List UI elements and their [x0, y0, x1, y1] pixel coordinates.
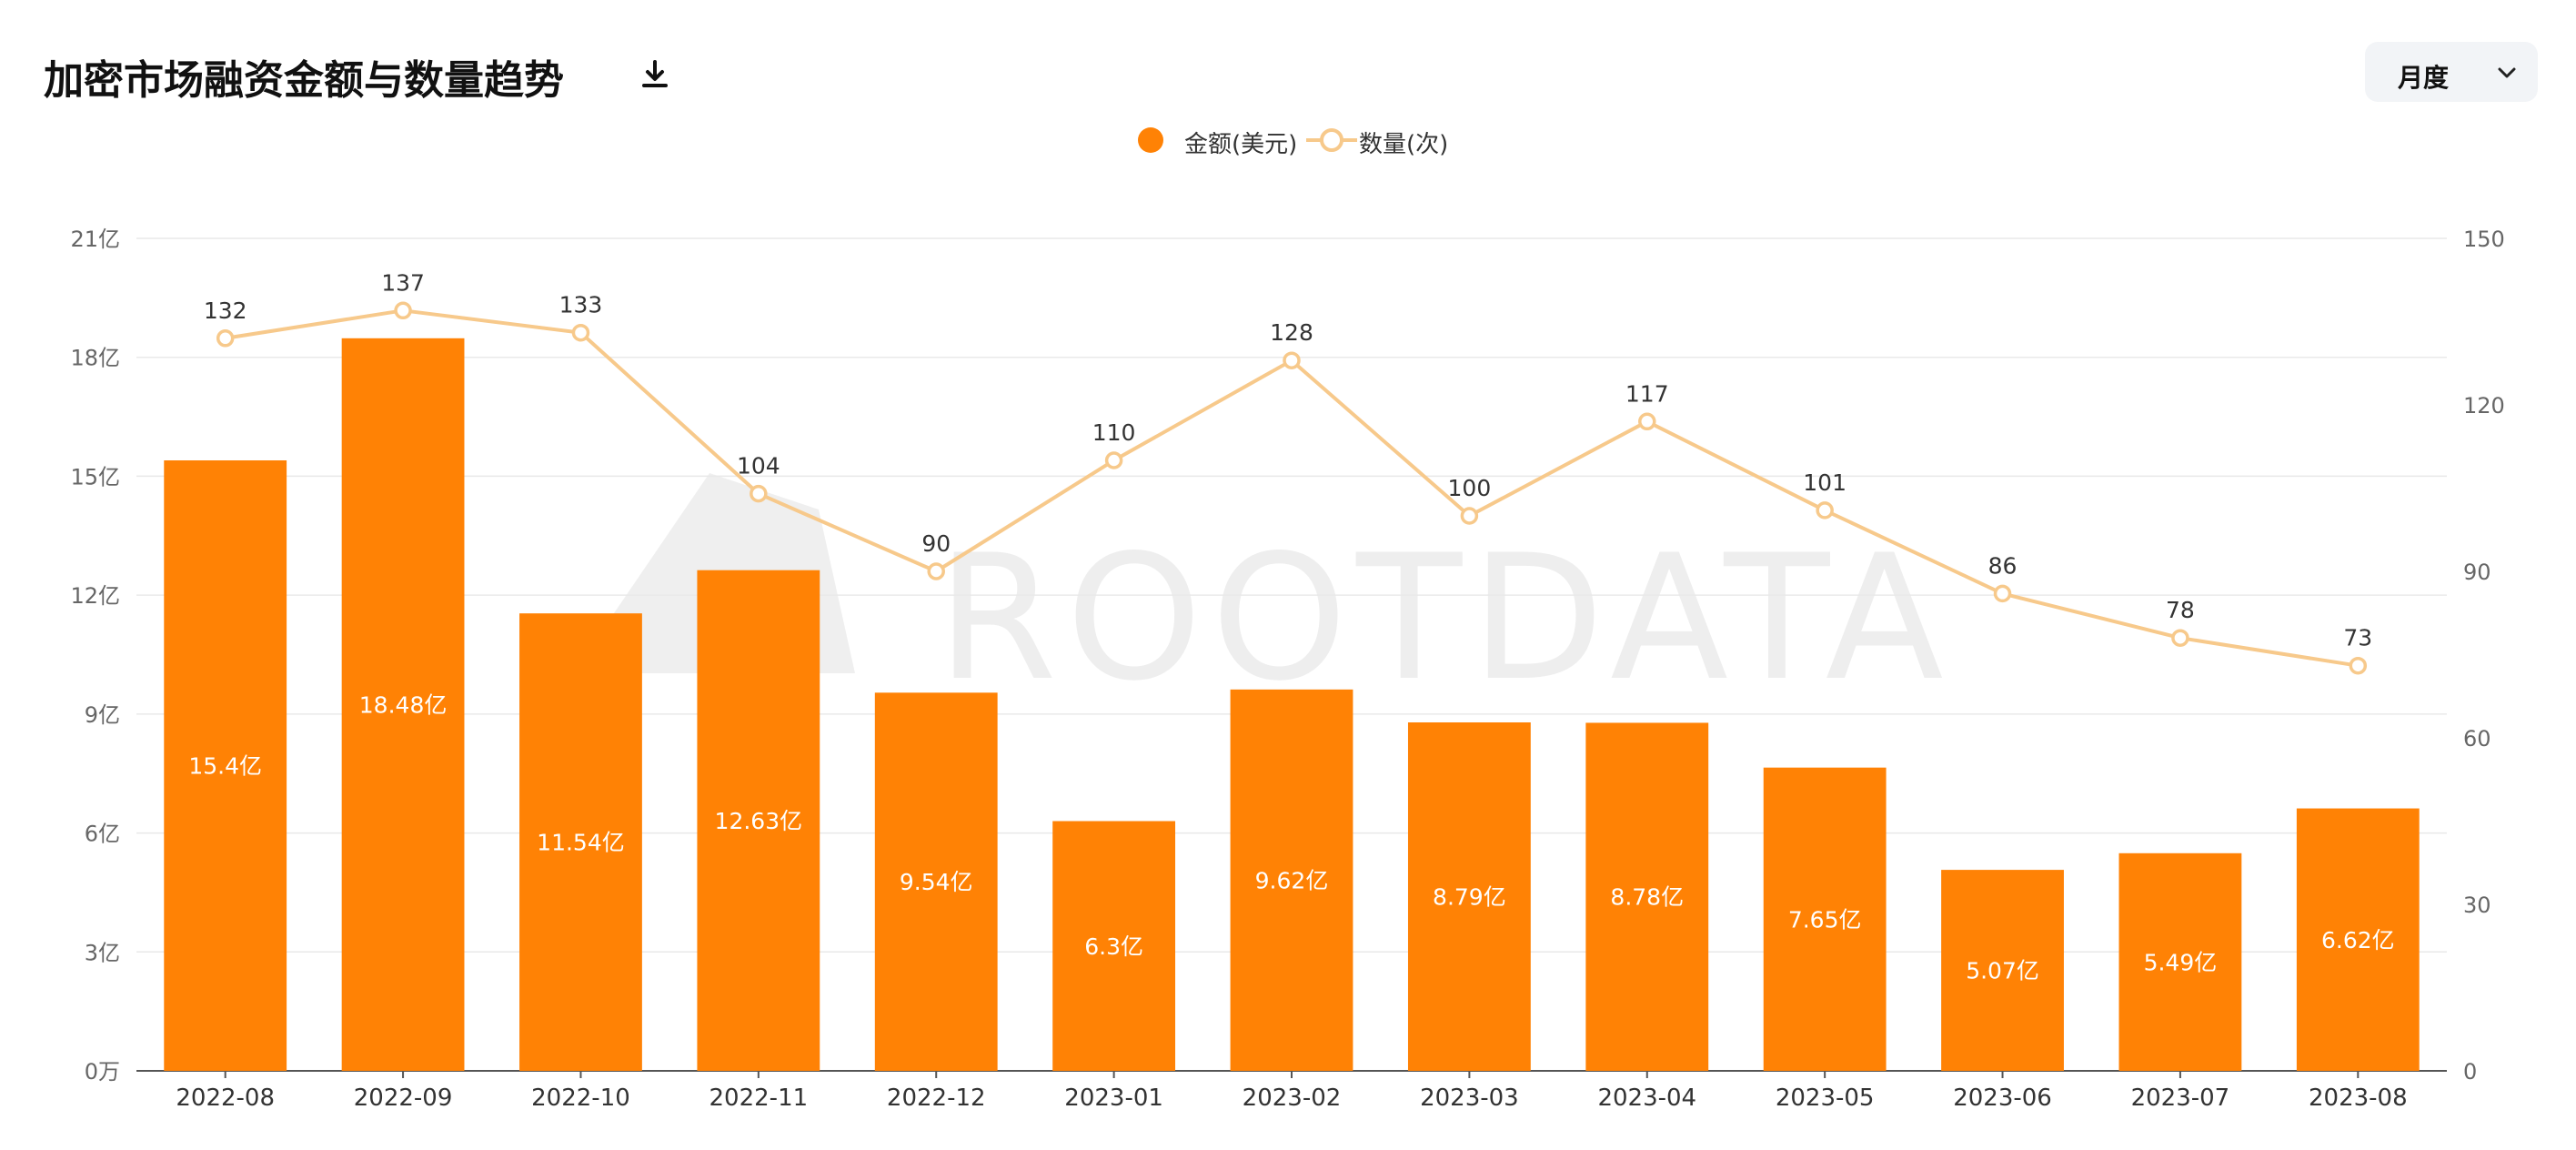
line-point-count[interactable] [1460, 507, 1479, 525]
period-dropdown[interactable]: 月度 [2365, 42, 2538, 102]
line-point-label: 78 [2166, 597, 2195, 623]
line-point-label: 73 [2343, 625, 2372, 651]
right-axis-tick: 150 [2463, 227, 2505, 252]
legend-amount-marker [1138, 127, 1163, 153]
bar-amount[interactable] [1763, 767, 1887, 1071]
left-axis-tick: 21亿 [70, 227, 120, 252]
bar-value-label: 5.49亿 [2144, 949, 2218, 975]
x-axis-tick: 2023-04 [1597, 1084, 1696, 1112]
bar-value-label: 5.07亿 [1966, 958, 2039, 984]
bar-amount[interactable] [341, 338, 465, 1071]
x-axis-tick: 2023-01 [1064, 1084, 1163, 1112]
chart-title: 加密市场融资金额与数量趋势 [44, 57, 564, 104]
bar-amount[interactable] [1407, 722, 1531, 1071]
line-point-label: 100 [1448, 475, 1492, 501]
bar-amount[interactable] [1585, 722, 1709, 1071]
line-point-count[interactable] [2171, 629, 2189, 647]
bar-value-label: 12.63亿 [715, 808, 803, 834]
line-point-label: 132 [204, 298, 247, 324]
bar-amount[interactable] [519, 613, 642, 1071]
line-point-count[interactable] [2349, 656, 2368, 675]
bar-value-label: 8.78亿 [1610, 884, 1684, 911]
left-axis-tick: 18亿 [70, 346, 120, 371]
line-point-count[interactable] [571, 323, 590, 342]
legend-count-label: 数量(次) [1359, 131, 1449, 158]
line-point-label: 110 [1092, 419, 1136, 446]
line-point-count[interactable] [927, 562, 945, 580]
x-axis-tick: 2023-07 [2131, 1084, 2230, 1112]
line-point-count[interactable] [1638, 412, 1656, 431]
right-axis-tick: 0 [2463, 1059, 2477, 1084]
line-point-label: 104 [737, 453, 780, 479]
bar-value-label: 15.4亿 [188, 753, 262, 780]
left-axis-tick: 6亿 [85, 822, 120, 847]
line-point-label: 133 [559, 292, 603, 318]
line-point-count[interactable] [1993, 584, 2012, 603]
download-icon[interactable] [637, 56, 673, 93]
line-point-count[interactable] [1816, 501, 1834, 520]
line-point-count[interactable] [750, 484, 768, 503]
x-axis-tick: 2023-08 [2309, 1084, 2408, 1112]
bar-amount[interactable] [2296, 808, 2420, 1071]
bar-value-label: 9.62亿 [1255, 867, 1329, 893]
chart-legend: 金额(美元) 数量(次) [0, 122, 2576, 158]
line-point-label: 86 [1988, 552, 2018, 579]
legend-count-marker [1306, 128, 1357, 152]
line-point-label: 101 [1803, 469, 1846, 496]
period-dropdown-label: 月度 [2398, 63, 2450, 93]
x-axis-tick: 2023-05 [1776, 1084, 1875, 1112]
x-axis-tick: 2022-12 [887, 1084, 986, 1112]
bar-value-label: 11.54亿 [537, 830, 625, 856]
right-axis-tick: 120 [2463, 393, 2505, 419]
x-axis-tick: 2023-03 [1420, 1084, 1519, 1112]
bar-amount[interactable] [1230, 689, 1353, 1071]
line-point-label: 117 [1625, 380, 1669, 407]
left-axis-tick: 3亿 [85, 940, 120, 965]
bar-value-label: 6.3亿 [1084, 933, 1143, 960]
x-axis-tick: 2022-11 [709, 1084, 809, 1112]
bar-amount[interactable] [1052, 821, 1176, 1072]
bar-value-label: 8.79亿 [1433, 884, 1506, 911]
left-axis-tick: 15亿 [70, 464, 120, 489]
right-axis-tick: 60 [2463, 726, 2491, 752]
x-axis-tick: 2022-09 [354, 1084, 453, 1112]
bar-amount[interactable] [874, 692, 998, 1071]
right-axis-tick: 90 [2463, 560, 2491, 585]
bar-value-label: 6.62亿 [2321, 927, 2395, 953]
line-point-count[interactable] [216, 329, 235, 348]
x-axis-tick: 2022-08 [176, 1084, 275, 1112]
chevron-down-icon [2498, 67, 2516, 78]
left-axis-tick: 0万 [85, 1059, 120, 1084]
line-point-label: 90 [921, 530, 951, 557]
watermark-text: ROOTDATA [937, 518, 1953, 719]
line-point-count[interactable] [1283, 351, 1301, 369]
line-point-count[interactable] [394, 301, 412, 320]
bar-amount[interactable] [2118, 852, 2242, 1071]
left-axis-tick: 9亿 [85, 702, 120, 728]
line-point-label: 137 [381, 269, 425, 296]
bar-amount[interactable] [1941, 870, 2064, 1071]
bar-value-label: 7.65亿 [1788, 906, 1862, 933]
bar-value-label: 18.48亿 [359, 691, 448, 718]
line-point-count[interactable] [1104, 451, 1123, 469]
x-axis-tick: 2023-02 [1243, 1084, 1342, 1112]
line-point-label: 128 [1270, 319, 1313, 346]
bar-value-label: 9.54亿 [900, 869, 973, 895]
bar-amount[interactable] [697, 570, 820, 1071]
x-axis-tick: 2023-06 [1953, 1084, 2052, 1112]
x-axis-tick: 2022-10 [531, 1084, 630, 1112]
right-axis-tick: 30 [2463, 893, 2491, 918]
legend-amount-label: 金额(美元) [1184, 131, 1298, 158]
left-axis-tick: 12亿 [70, 583, 120, 609]
bar-amount[interactable] [164, 460, 287, 1071]
